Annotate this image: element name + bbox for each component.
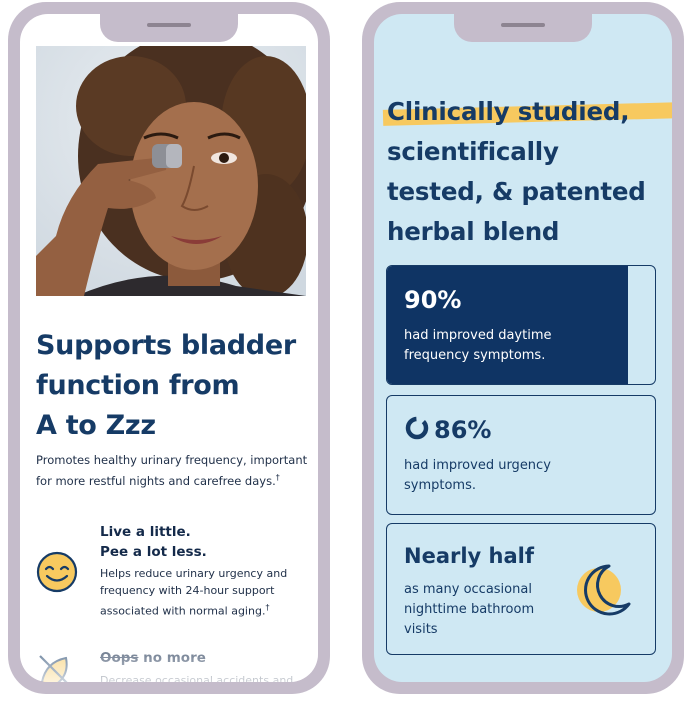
stat-value: Nearly half xyxy=(404,544,534,568)
stat-card-urgency: 86% had improved urgency symptoms. xyxy=(386,395,656,515)
right-headline: Clinically studied, scientifically teste… xyxy=(387,92,672,252)
phone-screen-right[interactable]: Clinically studied, scientifically teste… xyxy=(374,14,672,682)
phone-frame-left: Supports bladder function from A to Zzz … xyxy=(8,2,330,694)
stat-fill-bar xyxy=(387,266,629,384)
headline-line: A to Zzz xyxy=(36,410,156,441)
headline-line: Supports bladder xyxy=(36,330,296,361)
subtitle-text: Promotes healthy urinary frequency, impo… xyxy=(36,453,308,488)
headline-line: function from xyxy=(36,370,240,401)
stat-desc: frequency symptoms. xyxy=(404,348,546,363)
phone-screen-left[interactable]: Supports bladder function from A to Zzz … xyxy=(20,14,318,682)
phone-frame-right: Clinically studied, scientifically teste… xyxy=(362,2,684,694)
feature-body-text: Helps reduce urinary urgency and frequen… xyxy=(100,567,288,618)
headline-line: tested, & patented xyxy=(387,177,646,206)
heading-rest: no more xyxy=(138,650,206,666)
stat-content: Nearly half as many occasional nighttime… xyxy=(404,540,534,640)
headline-line: scientifically xyxy=(387,137,559,166)
hero-photo xyxy=(36,46,306,296)
speaker-slot xyxy=(147,23,191,27)
partial-ring-icon xyxy=(404,415,430,445)
speaker-slot xyxy=(501,23,545,27)
moon-icon xyxy=(571,558,635,626)
feature-body: Helps reduce urinary urgency and frequen… xyxy=(100,565,308,620)
stat-value-row: 86% xyxy=(404,414,551,446)
stat-content: 86% had improved urgency symptoms. xyxy=(404,414,551,496)
stat-desc: nighttime bathroom xyxy=(404,602,535,617)
stat-desc: as many occasional xyxy=(404,582,532,597)
feature-item: Oops no more Decrease occasional acciden… xyxy=(36,646,316,682)
stat-desc: symptoms. xyxy=(404,478,477,493)
dagger-mark: † xyxy=(265,603,270,612)
struck-word: Oops xyxy=(100,650,139,666)
feature-item: Live a little. Pee a lot less. Helps red… xyxy=(36,522,316,632)
stat-value: 90% xyxy=(404,286,462,314)
stat-desc: had improved daytime xyxy=(404,328,552,343)
highlighted-phrase: Clinically studied, xyxy=(387,92,672,132)
feature-body: Decrease occasional accidents and xyxy=(100,674,294,682)
headline-line: Clinically studied, xyxy=(387,92,672,132)
headline-line: herbal blend xyxy=(387,217,560,246)
no-leaf-icon xyxy=(36,652,80,682)
stat-card-nighttime: Nearly half as many occasional nighttime… xyxy=(386,523,656,655)
smile-icon xyxy=(36,550,80,598)
dagger-mark: † xyxy=(275,473,280,482)
stat-desc: had improved urgency xyxy=(404,458,551,473)
stat-content: 90% had improved daytime frequency sympt… xyxy=(404,284,552,366)
phone-notch xyxy=(454,14,592,42)
left-headline: Supports bladder function from A to Zzz xyxy=(36,326,306,446)
feature-heading: Oops no more xyxy=(100,648,310,668)
stat-desc: visits xyxy=(404,622,438,637)
feature-heading: Pee a lot less. xyxy=(100,544,207,560)
feature-heading: Live a little. xyxy=(100,524,191,540)
stat-card-daytime: 90% had improved daytime frequency sympt… xyxy=(386,265,656,385)
phone-notch xyxy=(100,14,238,42)
left-subtitle: Promotes healthy urinary frequency, impo… xyxy=(36,452,308,490)
stat-value: 86% xyxy=(434,416,492,444)
